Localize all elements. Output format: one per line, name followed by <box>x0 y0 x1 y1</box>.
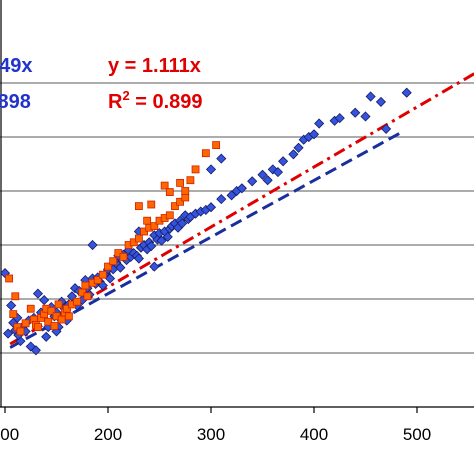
data-point-square <box>119 252 128 261</box>
x-tick-label: 200 <box>94 425 122 444</box>
data-point-diamond <box>288 149 299 160</box>
data-point-square <box>160 181 169 190</box>
data-point-diamond <box>205 202 217 213</box>
data-points <box>0 87 412 356</box>
data-point-diamond <box>104 273 116 284</box>
data-point-square <box>165 188 174 196</box>
data-point-square <box>147 200 156 209</box>
data-point-diamond <box>257 169 268 180</box>
data-point-diamond <box>314 118 325 129</box>
data-point-diamond <box>360 111 371 122</box>
x-tick-label: 400 <box>300 425 328 444</box>
data-point-square <box>9 310 18 319</box>
data-point-diamond <box>133 253 144 264</box>
data-point-square <box>104 262 112 271</box>
data-point-square <box>201 149 210 158</box>
data-point-diamond <box>87 239 98 251</box>
r2-symbol: R <box>108 91 123 113</box>
data-point-square <box>181 193 190 202</box>
data-point-square <box>93 276 102 285</box>
data-point-diamond <box>146 241 157 252</box>
data-point-diamond <box>334 113 345 124</box>
data-point-diamond <box>262 175 273 186</box>
data-point-square <box>64 312 73 321</box>
plot-axes <box>0 0 474 408</box>
data-point-square <box>176 197 185 206</box>
data-point-diamond <box>3 328 14 339</box>
data-point-diamond <box>350 107 361 118</box>
data-point-diamond <box>216 153 227 164</box>
data-point-diamond <box>149 261 160 272</box>
data-point-square <box>143 216 152 225</box>
r2-superscript: 2 <box>122 88 129 103</box>
trendlines <box>9 72 474 349</box>
data-point-square <box>16 327 25 336</box>
red-trend-r2-label: R2 = 0.899 <box>108 88 203 113</box>
data-point-diamond <box>308 129 320 140</box>
data-point-square <box>109 257 118 266</box>
data-point-diamond <box>365 91 376 102</box>
x-tick-labels: 100 200 300 400 500 <box>0 407 431 444</box>
red-trend-equation-label: y = 1.111x <box>108 55 201 77</box>
data-point-square <box>150 222 159 231</box>
data-point-diamond <box>247 176 258 187</box>
data-point-square <box>44 317 53 326</box>
data-point-diamond <box>39 295 50 306</box>
data-point-square <box>134 202 143 211</box>
x-tick-label: 500 <box>403 425 431 444</box>
data-point-square <box>98 270 107 279</box>
data-point-square <box>5 274 14 283</box>
data-point-square <box>34 323 42 331</box>
data-point-diamond <box>41 331 52 342</box>
x-tick-label: 300 <box>197 425 225 444</box>
x-tick-label: 100 <box>0 425 19 444</box>
data-point-diamond <box>293 142 304 153</box>
data-point-square <box>21 319 30 328</box>
data-point-square <box>62 304 71 313</box>
data-point-square <box>57 315 66 324</box>
data-point-square <box>181 187 190 195</box>
data-point-square <box>81 281 90 290</box>
data-point-diamond <box>272 167 284 178</box>
data-point-square <box>47 306 56 315</box>
data-point-diamond <box>236 183 247 194</box>
data-point-square <box>50 322 59 330</box>
data-point-square <box>11 292 20 301</box>
data-point-diamond <box>401 87 412 98</box>
data-point-diamond <box>6 300 17 311</box>
data-point-square <box>134 234 143 243</box>
data-point-square <box>26 304 35 313</box>
data-point-square <box>212 141 221 150</box>
data-point-square <box>191 165 200 174</box>
data-point-square <box>83 292 92 301</box>
blue-trendline <box>9 130 403 349</box>
r2-value: = 0.899 <box>130 91 203 113</box>
data-point-square <box>186 176 195 185</box>
data-point-diamond <box>177 218 188 229</box>
data-point-diamond <box>216 194 227 205</box>
blue-trend-r2-label: .898 <box>0 91 31 113</box>
data-point-diamond <box>30 345 41 356</box>
data-point-square <box>165 211 174 220</box>
data-point-diamond <box>205 164 217 175</box>
data-point-diamond <box>381 123 392 134</box>
data-point-square <box>54 300 63 309</box>
data-point-diamond <box>156 235 167 246</box>
data-point-diamond <box>32 288 44 299</box>
data-point-diamond <box>375 96 387 107</box>
data-point-diamond <box>115 262 126 273</box>
data-point-square <box>176 178 185 187</box>
red-trendline <box>9 72 474 346</box>
data-point-square <box>73 297 81 306</box>
data-point-square <box>171 202 179 211</box>
data-point-diamond <box>278 156 289 167</box>
data-point-diamond <box>162 231 173 242</box>
